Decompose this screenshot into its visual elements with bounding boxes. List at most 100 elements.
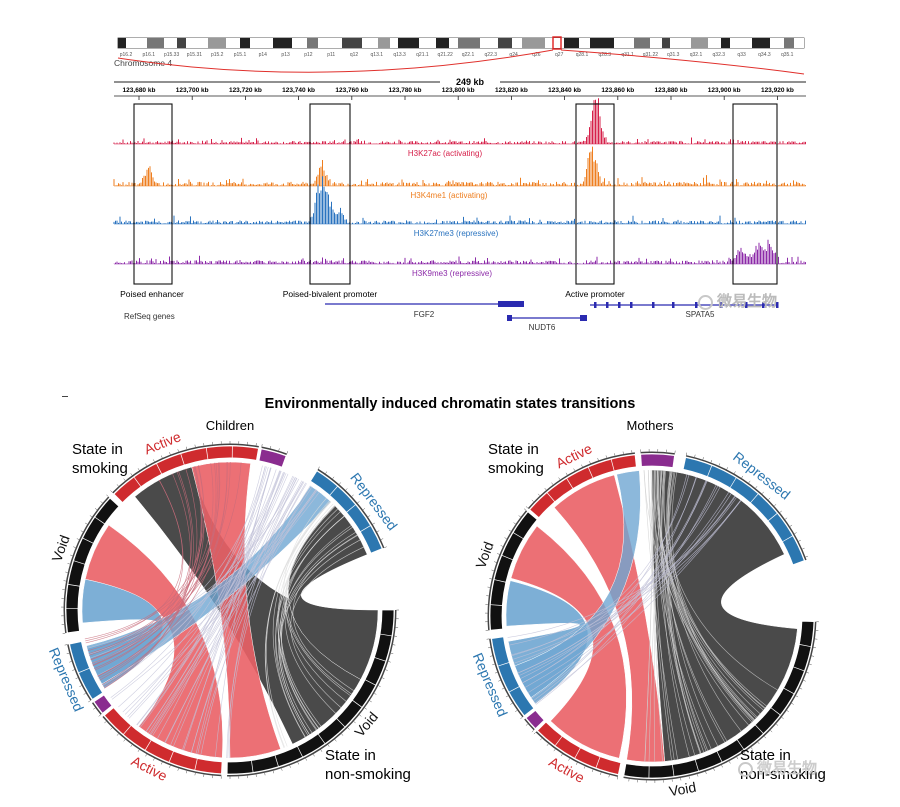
ideogram-band-label: q12 (350, 52, 359, 58)
segment-void-smoking (489, 511, 538, 631)
ideogram-band-label: q32.3 (713, 52, 726, 58)
chord-ribbon (553, 474, 665, 763)
children-state-nonsmoking-label: State in non-smoking (325, 747, 411, 783)
ideogram-band-label: q22.3 (485, 52, 498, 58)
segment-purple-smoking (640, 453, 675, 468)
ideogram-band-label: q27 (555, 52, 564, 58)
segment-active-smoking (529, 454, 637, 519)
position-tick-label: 123,680 kb (123, 87, 156, 94)
chord-ribbon (651, 469, 798, 762)
zoom-line-right (560, 49, 805, 75)
region-box-active-promoter (575, 103, 615, 285)
segment-void-nonsmoking (623, 620, 815, 779)
ideogram-band-label: q31.22 (643, 52, 659, 58)
region-label-poised-enhancer: Poised enhancer (120, 289, 184, 299)
genome-browser: p16.2 p16.1 p15.33 p15.31 p15.2 p15.1 p14 p13 p1… (113, 36, 806, 332)
span-label: 249 kb (456, 77, 485, 87)
region-box-h3k9me3 (732, 103, 778, 285)
chord-title-mothers: Mothers (627, 418, 674, 433)
ideogram-band-label: p15.2 (211, 52, 224, 58)
ideogram-band-label: q26 (532, 52, 541, 58)
position-tick-label: 123,740 kb (282, 87, 315, 94)
position-tick-label: 123,760 kb (335, 87, 368, 94)
ideogram-band-labels: p16.2 p16.1 p15.33 p15.31 p15.2 p15.1 p14 p13 p1… (120, 52, 794, 58)
chord-figure: Environmentally induced chromatin states… (46, 396, 826, 799)
ideogram-band-label: p13 (281, 52, 290, 58)
track-label-h3k9me3: H3K9me3 (repressive) (412, 269, 492, 278)
ideogram-band-label: p16.2 (120, 52, 133, 58)
chromosome-ideogram (117, 36, 805, 50)
gene-label-spata5: SPATA5 (686, 310, 715, 319)
ideogram-highlight (552, 36, 562, 50)
label-void-bottom: Void (668, 779, 698, 799)
segment-repressed-smoking (682, 457, 805, 566)
region-label-active-promoter: Active promoter (565, 289, 625, 299)
segment-void-nonsmoking (226, 609, 395, 775)
segment-active-nonsmoking (536, 721, 622, 775)
position-tick-label: 123,900 kb (708, 87, 741, 94)
ideogram-band-label: p15.33 (164, 52, 180, 58)
segment-active-nonsmoking (103, 707, 223, 775)
figure-title: Environmentally induced chromatin states… (265, 396, 636, 412)
position-tick-label: 123,860 kb (601, 87, 634, 94)
ideogram-band-label: q13.1 (371, 52, 384, 58)
position-ticks: 123,680 kb 123,700 kb 123,720 kb 123,740 kb… (123, 87, 794, 100)
segment-repressed-nonsmoking (69, 641, 104, 700)
signal-track-0 (113, 98, 806, 145)
ideogram-band-label: q22.1 (462, 52, 475, 58)
ideogram-band-label: q35.1 (781, 52, 794, 58)
position-tick-label: 123,880 kb (655, 87, 688, 94)
region-label-bivalent-promoter: Poised-bivalent promoter (283, 289, 378, 299)
ideogram-band-label: q13.3 (393, 52, 406, 58)
position-tick-label: 123,800 kb (442, 87, 475, 94)
ideogram-band-label: q28.3 (599, 52, 612, 58)
signal-track-1 (113, 146, 806, 187)
ideogram-band-label: q34.3 (758, 52, 771, 58)
ideogram-band-label: q31.3 (667, 52, 680, 58)
ideogram-band-label: q21.1 (416, 52, 429, 58)
chromosome-label: Chromosome 4 (114, 58, 172, 68)
ideogram-band-label: p15.31 (187, 52, 203, 58)
zoom-line-left (117, 49, 554, 73)
ideogram-band-label: p15.1 (234, 52, 247, 58)
refseq-label: RefSeq genes (124, 312, 175, 321)
ideogram-band-label: p12 (304, 52, 313, 58)
ideogram-band-label: p11 (327, 52, 335, 58)
watermark-bottom: 微易生物 (738, 757, 817, 778)
mothers-state-smoking-label: State in smoking (488, 441, 544, 477)
label-void-top: Void (48, 533, 72, 564)
track-label-h3k27me3: H3K27me3 (repressive) (414, 229, 499, 238)
ideogram-band-label: p14 (259, 52, 268, 58)
ideogram-band-label: q24 (509, 52, 518, 58)
ideogram-band-label: q28.1 (576, 52, 589, 58)
ideogram-band-label: q33 (737, 52, 746, 58)
gene-label-fgf2: FGF2 (414, 310, 435, 319)
region-box-poised-enhancer (133, 103, 173, 285)
segment-active-smoking (113, 445, 259, 504)
segment-purple-nonsmoking (93, 694, 113, 714)
chord-title-children: Children (206, 418, 254, 433)
gene-track: FGF2 NUDT6 SPATA5 (325, 301, 779, 332)
position-tick-label: 123,720 kb (229, 87, 262, 94)
mothers-state-nonsmoking-label: State in non-smoking (740, 747, 826, 783)
chord-ribbon (288, 504, 379, 680)
signal-tracks (113, 98, 806, 265)
track-label-h3k4me1: H3K4me1 (activating) (411, 191, 488, 200)
position-tick-label: 123,840 kb (548, 87, 581, 94)
segment-purple-smoking (258, 448, 287, 468)
ideogram-band-label: q21.22 (438, 52, 454, 58)
region-box-bivalent-promoter (309, 103, 351, 285)
watermark-top: 微易生物 (698, 290, 777, 311)
children-state-smoking-label: State in smoking (72, 441, 128, 477)
position-tick-label: 123,920 kb (761, 87, 794, 94)
ideogram-band-label: p16.1 (143, 52, 156, 58)
gene-label-nudt6: NUDT6 (529, 323, 556, 332)
position-tick-label: 123,820 kb (495, 87, 528, 94)
position-tick-label: 123,700 kb (176, 87, 209, 94)
label-void-top: Void (472, 539, 496, 570)
ideogram-band-label: q32.1 (690, 52, 703, 58)
signal-track-2 (113, 176, 806, 225)
signal-track-3 (113, 239, 806, 265)
